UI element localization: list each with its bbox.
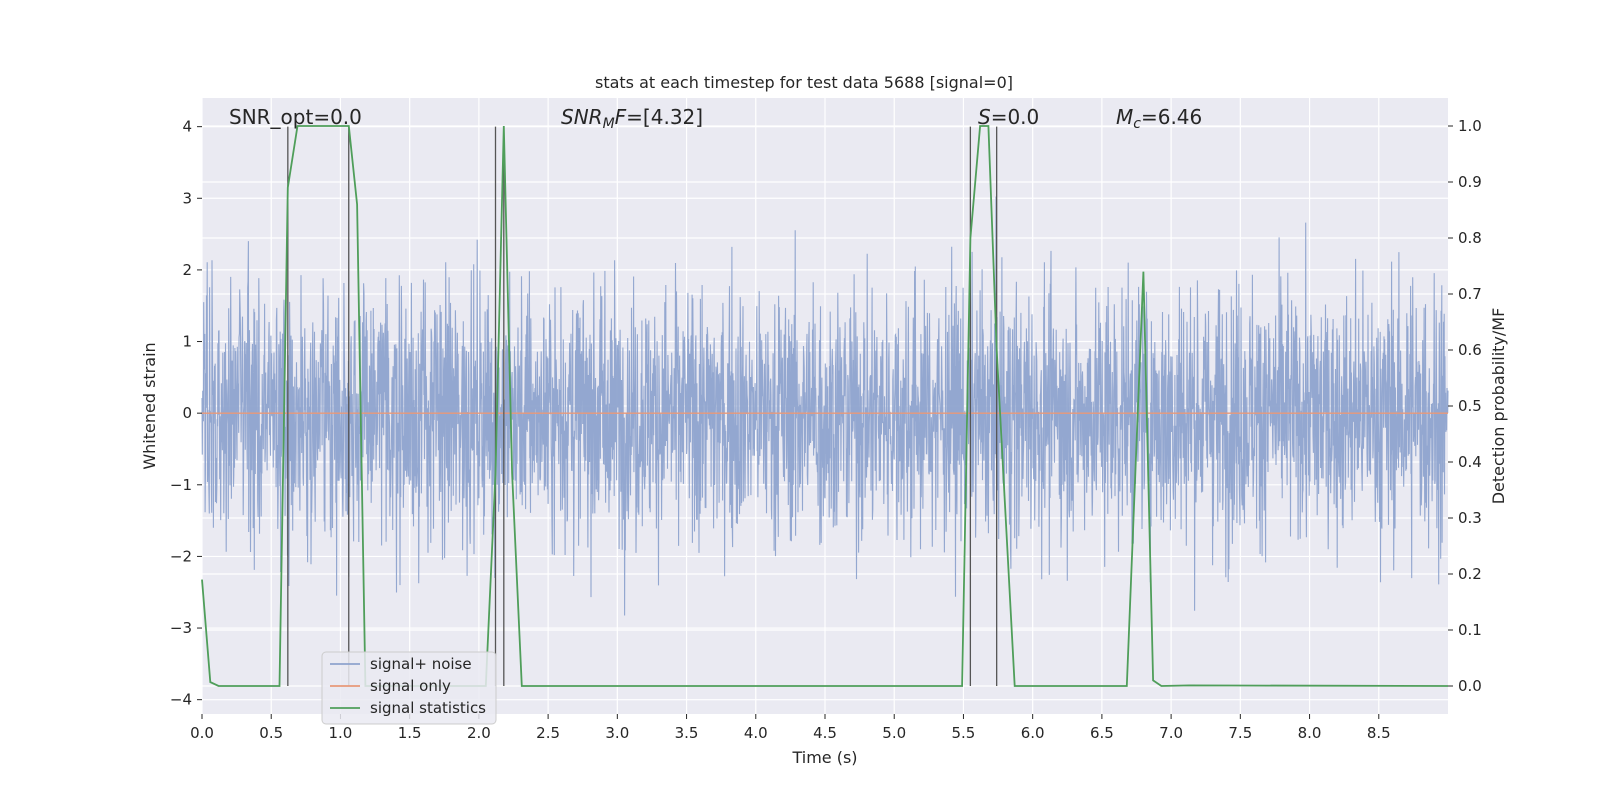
y-tick-label: −1 — [170, 476, 192, 494]
x-tick-label: 1.0 — [329, 724, 353, 742]
x-tick-label: 4.0 — [744, 724, 768, 742]
y2-tick-label: 0.6 — [1458, 341, 1482, 359]
y2-tick-label: 0.0 — [1458, 677, 1482, 695]
y-axis-label: Whitened strain — [140, 342, 159, 469]
legend-label: signal statistics — [370, 699, 486, 717]
y2-tick-label: 0.9 — [1458, 173, 1482, 191]
annotation-snr-mf: SNRMF=[4.32] — [561, 105, 703, 132]
y2-tick-label: 1.0 — [1458, 117, 1482, 135]
x-axis-label: Time (s) — [791, 748, 857, 767]
y-tick-label: −3 — [170, 619, 192, 637]
plot-area: 0.0 0.5 1.0 1.5 2.0 2.5 3.0 3.5 4.0 4.5 5.0 5.5 6.0 6… — [140, 98, 1508, 767]
legend-label: signal only — [370, 677, 451, 695]
legend-label: signal+ noise — [370, 655, 472, 673]
x-tick-label: 5.0 — [882, 724, 906, 742]
x-tick-label: 6.5 — [1090, 724, 1114, 742]
chart-title: stats at each timestep for test data 568… — [595, 73, 1013, 92]
series-signal-statistics — [201, 125, 1449, 687]
x-tick-label: 6.0 — [1021, 724, 1045, 742]
y2-tick-label: 0.4 — [1458, 453, 1482, 471]
y2-tick-label: 0.2 — [1458, 565, 1482, 583]
legend: signal+ noise signal only signal statistic… — [321, 651, 497, 725]
x-tick-label: 2.5 — [536, 724, 560, 742]
x-tick-label: 2.0 — [467, 724, 491, 742]
legend-box — [321, 651, 497, 725]
y2-tick-label: 0.7 — [1458, 285, 1482, 303]
x-tick-label: 5.5 — [952, 724, 976, 742]
y-tick-label: 1 — [182, 333, 192, 351]
x-tick-label: 3.5 — [675, 724, 699, 742]
annotation-snr-opt: SNR_opt=0.0 — [229, 105, 362, 129]
y2-tick-label: 0.5 — [1458, 397, 1482, 415]
y-tick-label: 0 — [182, 404, 192, 422]
y-tick-label: 4 — [182, 118, 192, 136]
x-tick-label: 0.5 — [259, 724, 283, 742]
y-tick-label: −4 — [170, 691, 192, 709]
x-tick-label: 7.0 — [1159, 724, 1183, 742]
y2-tick-label: 0.1 — [1458, 621, 1482, 639]
x-tick-label: 7.5 — [1228, 724, 1252, 742]
y-tick-label: −2 — [170, 547, 192, 565]
x-tick-label: 8.5 — [1367, 724, 1391, 742]
x-tick-label: 8.0 — [1298, 724, 1322, 742]
annotation-s: S=0.0 — [978, 105, 1039, 129]
y-tick-label: 3 — [182, 189, 192, 207]
annotation-mc: Mc=6.46 — [1116, 105, 1202, 132]
x-tick-label: 3.0 — [605, 724, 629, 742]
series-signal-noise — [201, 196, 1449, 616]
x-tick-label: 1.5 — [398, 724, 422, 742]
x-tick-label: 4.5 — [813, 724, 837, 742]
y2-axis-label: Detection probability/MF — [1489, 308, 1508, 505]
y-tick-label: 2 — [182, 261, 192, 279]
x-tick-label: 0.0 — [190, 724, 214, 742]
y2-tick-label: 0.3 — [1458, 509, 1482, 527]
y2-tick-label: 0.8 — [1458, 229, 1482, 247]
